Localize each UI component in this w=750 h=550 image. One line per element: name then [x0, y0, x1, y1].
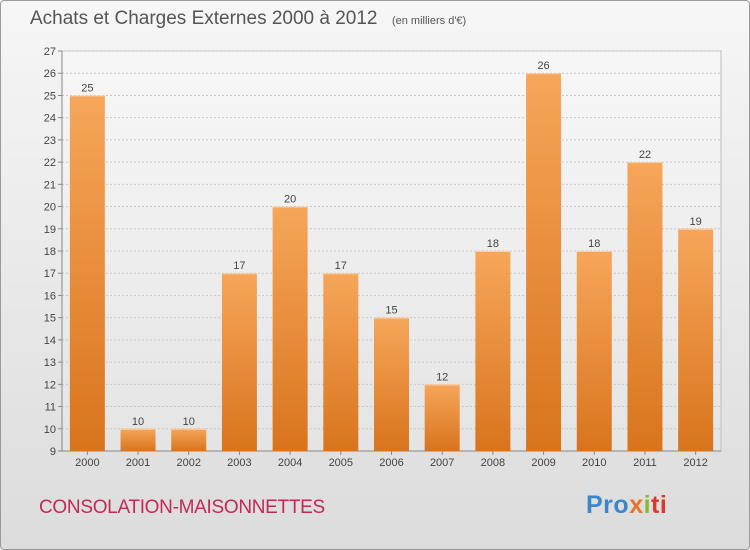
x-tick-label: 2003	[227, 457, 251, 469]
x-tick-label: 2000	[75, 457, 99, 469]
y-tick-label: 9	[50, 446, 56, 458]
bar-2012	[678, 228, 714, 451]
y-tick-label: 10	[44, 424, 56, 436]
bar-2004	[272, 206, 308, 451]
y-tick-label: 27	[44, 46, 56, 58]
logo-part-4: ti	[651, 491, 668, 519]
bar-2010	[576, 251, 612, 451]
x-tick-label: 2010	[582, 457, 606, 469]
x-tick-label: 2004	[278, 457, 302, 469]
y-tick-label: 20	[44, 202, 56, 214]
x-tick-label: 2011	[633, 457, 657, 469]
x-tick-label: 2005	[329, 457, 353, 469]
bar-2011	[627, 162, 663, 451]
x-tick-label: 2002	[176, 457, 200, 469]
x-tick-label: 2008	[481, 457, 505, 469]
y-tick-label: 15	[44, 313, 56, 325]
y-tick-label: 21	[44, 179, 56, 191]
bar-2007	[424, 384, 460, 451]
y-tick-label: 26	[44, 68, 56, 80]
bar-2009	[526, 73, 562, 451]
data-label-2012: 19	[690, 216, 702, 228]
proxiti-logo: Proxiti	[586, 491, 667, 520]
logo-part-2: x	[629, 491, 644, 519]
bar-2002	[171, 428, 207, 451]
bar-2008	[475, 251, 511, 451]
data-label-2000: 25	[81, 82, 93, 94]
y-tick-label: 25	[44, 90, 56, 102]
data-label-2006: 15	[385, 305, 397, 317]
y-tick-label: 18	[44, 246, 56, 258]
y-tick-label: 24	[44, 113, 56, 125]
data-label-2009: 26	[537, 60, 549, 72]
data-label-2007: 12	[436, 371, 448, 383]
y-tick-label: 23	[44, 135, 56, 147]
y-tick-label: 14	[44, 335, 56, 347]
logo-part-3: i	[643, 491, 652, 519]
chart-title-row: Achats et Charges Externes 2000 à 2012 (…	[30, 8, 466, 30]
bar-2000	[69, 95, 105, 451]
bar-2003	[221, 273, 257, 451]
data-label-2001: 10	[132, 416, 144, 428]
y-tick-label: 16	[44, 290, 56, 302]
x-tick-label: 2009	[531, 457, 555, 469]
x-tick-label: 2012	[683, 457, 707, 469]
y-tick-label: 12	[44, 379, 56, 391]
x-tick-label: 2006	[379, 457, 403, 469]
commune-name: CONSOLATION-MAISONNETTES	[39, 497, 325, 518]
x-tick-label: 2001	[126, 457, 150, 469]
data-label-2008: 18	[487, 238, 499, 250]
y-tick-label: 19	[44, 224, 56, 236]
y-tick-label: 11	[45, 402, 56, 414]
data-label-2005: 17	[335, 260, 347, 272]
y-tick-label: 22	[44, 157, 56, 169]
data-label-2011: 22	[639, 149, 651, 161]
y-tick-label: 13	[44, 357, 56, 369]
logo-part-1: Pro	[586, 491, 630, 519]
chart-subtitle: (en milliers d'€)	[391, 15, 467, 27]
data-label-2002: 10	[183, 416, 195, 428]
bar-2001	[120, 428, 156, 451]
y-tick-label: 17	[44, 268, 56, 280]
data-label-2004: 20	[284, 194, 296, 206]
chart-title: Achats et Charges Externes 2000 à 2012	[30, 8, 378, 29]
bar-2005	[323, 273, 359, 451]
data-label-2010: 18	[588, 238, 600, 250]
data-label-2003: 17	[233, 260, 245, 272]
x-tick-label: 2007	[430, 457, 454, 469]
bar-2006	[374, 317, 409, 451]
